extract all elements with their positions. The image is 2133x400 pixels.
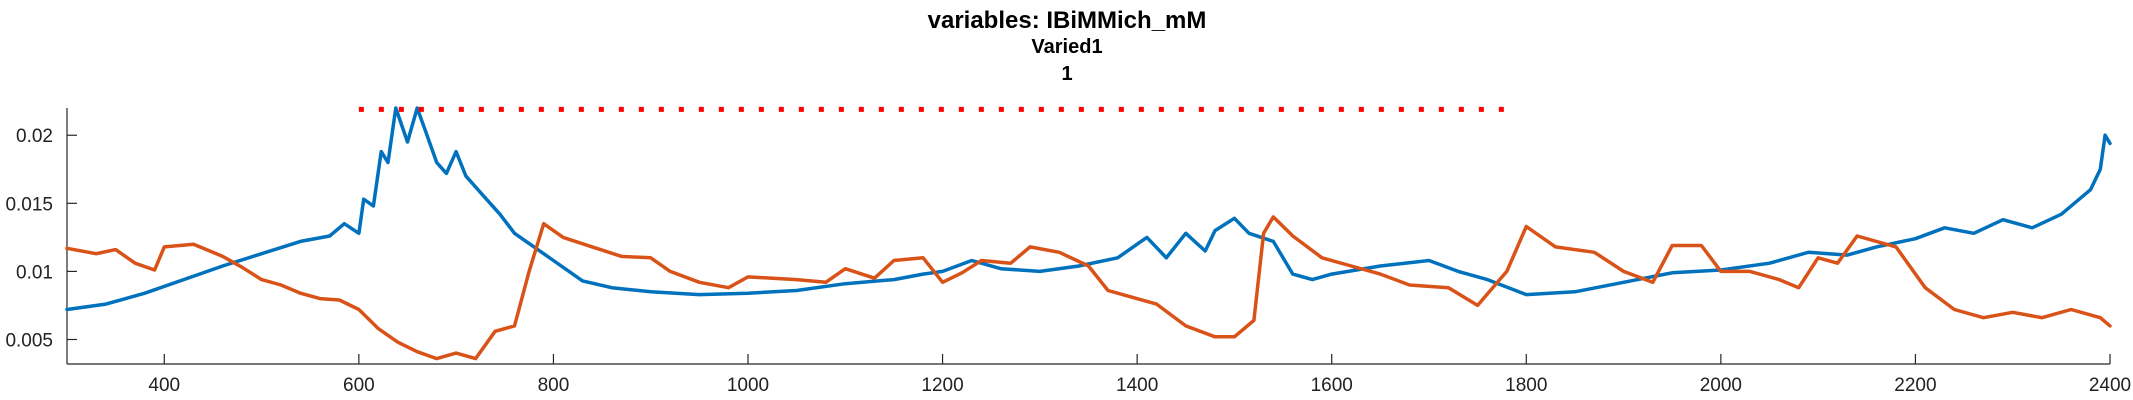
x-tick-label: 1000 xyxy=(727,375,769,396)
y-tick-label: 0.015 xyxy=(5,194,53,215)
x-tick-label: 2400 xyxy=(2089,375,2131,396)
y-tick-label: 0.01 xyxy=(16,262,53,283)
series-1-line xyxy=(65,106,2112,312)
y-tick-label: 0.005 xyxy=(5,330,53,351)
x-tick-label: 2200 xyxy=(1894,375,1936,396)
axes: 400 600 800 1000 1200 1400 1600 1800 2000 2200 240… xyxy=(5,108,2131,396)
chart-title: variables: IBiMMich_mM xyxy=(928,7,1207,34)
plot-area xyxy=(65,106,2112,361)
chart-subtitle-1: Varied1 xyxy=(1031,36,1102,58)
x-tick-label: 400 xyxy=(148,375,180,396)
x-tick-label: 1200 xyxy=(921,375,963,396)
chart-subtitle-2: 1 xyxy=(1061,63,1072,85)
y-ticks: 0.005 0.01 0.015 0.02 xyxy=(5,126,77,351)
x-tick-label: 600 xyxy=(343,375,375,396)
x-tick-label: 1600 xyxy=(1311,375,1353,396)
x-tick-label: 1800 xyxy=(1505,375,1547,396)
y-tick-label: 0.02 xyxy=(16,126,53,147)
x-tick-label: 800 xyxy=(538,375,570,396)
x-tick-label: 2000 xyxy=(1700,375,1742,396)
series-2-line xyxy=(65,215,2112,361)
x-tick-label: 1400 xyxy=(1116,375,1158,396)
x-ticks: 400 600 800 1000 1200 1400 1600 1800 2000 2200 240… xyxy=(148,354,2131,396)
